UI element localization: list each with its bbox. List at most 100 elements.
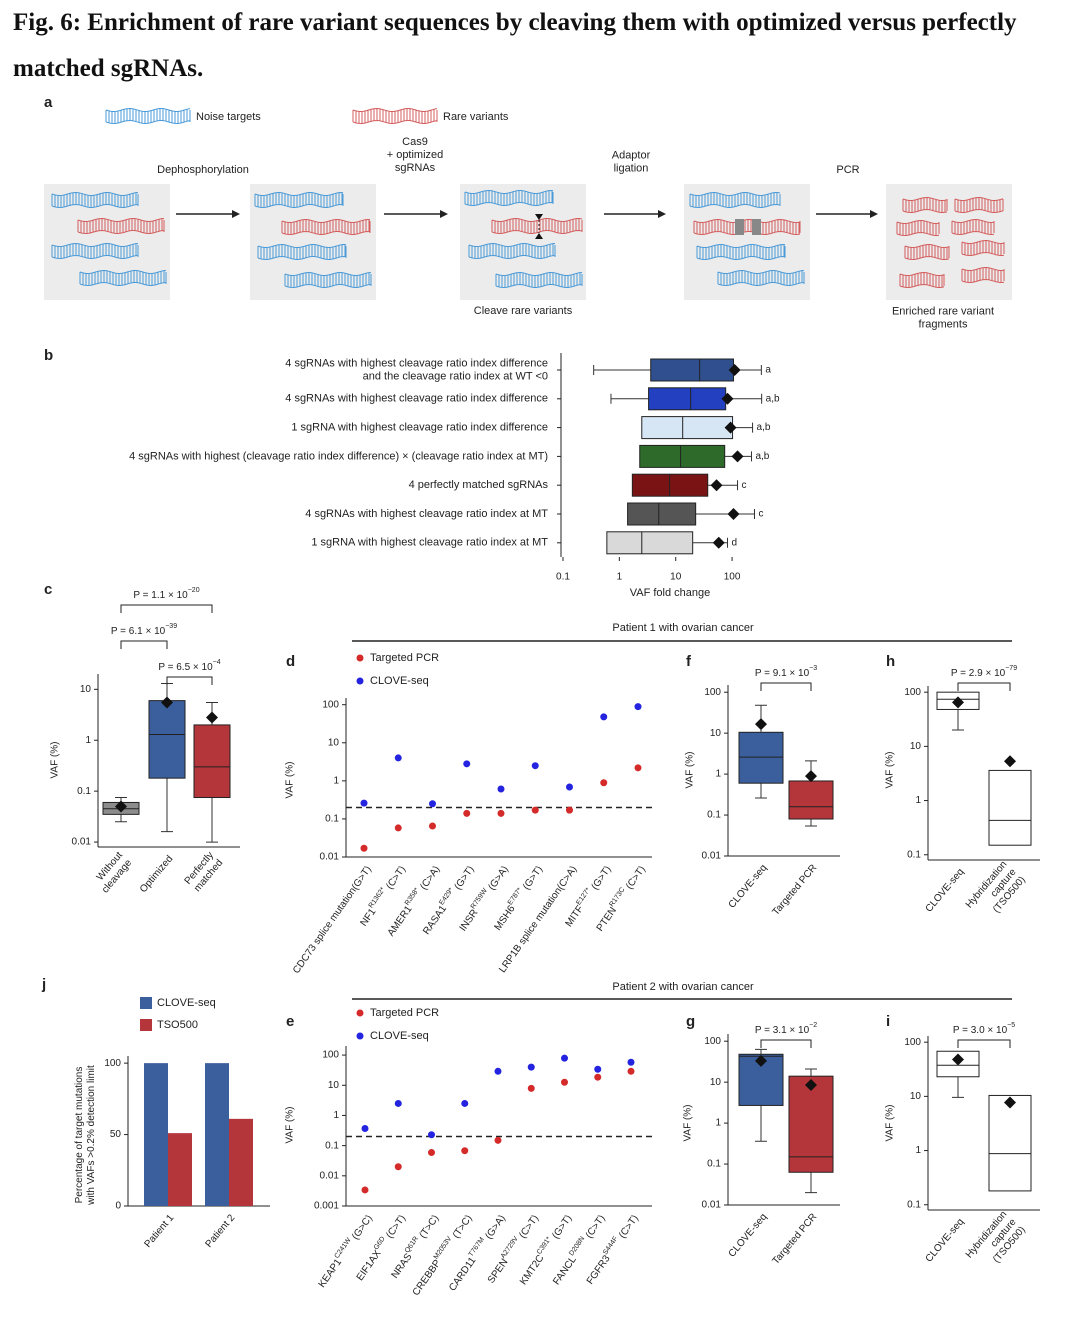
- data-point: [627, 1058, 635, 1066]
- bar: [229, 1118, 253, 1206]
- y-tick-label: 50: [110, 1129, 122, 1140]
- legend-label: CLOVE-seq: [157, 997, 216, 1009]
- significance-letter: a,b: [755, 451, 769, 462]
- dna-strand: [696, 244, 786, 260]
- y-tick-label: 1: [85, 735, 91, 746]
- x-tick-label: Perfectlymatched: [182, 850, 225, 895]
- label-part: MITF: [563, 903, 585, 928]
- y-tick-label: 1: [333, 775, 339, 786]
- label-part: EIF1AX: [354, 1248, 383, 1283]
- significance-letter: a,b: [757, 422, 771, 433]
- significance-letter: c: [742, 480, 747, 491]
- mean-marker: [710, 479, 723, 492]
- mean-marker: [115, 800, 127, 813]
- significance-bracket: [120, 604, 213, 613]
- y-tick-label: 0.1: [77, 786, 91, 797]
- y-tick-label: 100: [322, 1050, 339, 1061]
- y-tick-label: 0.1: [907, 1199, 921, 1210]
- p-value-exponent: −2: [809, 1022, 817, 1029]
- dna-strand: [495, 272, 583, 288]
- data-point: [600, 713, 608, 721]
- mean-marker: [161, 696, 173, 709]
- dna-strand: [961, 267, 1005, 283]
- whisker: [805, 1068, 817, 1077]
- box: [641, 416, 734, 440]
- data-point: [561, 1054, 568, 1062]
- mean-marker: [1004, 1096, 1016, 1109]
- y-tick-label: 0.1: [907, 849, 921, 860]
- category-label: 4 sgRNAs with highest (cleavage ratio in…: [129, 450, 548, 462]
- y-tick-label: 10: [910, 1091, 922, 1102]
- x-tick-label: 1: [617, 572, 623, 583]
- y-tick-label: 1: [715, 769, 721, 780]
- p-value: P = 6.5 × 10−4: [158, 659, 220, 673]
- data-point: [428, 1131, 435, 1139]
- y-tick-label: 1: [333, 1110, 339, 1121]
- whisker: [755, 783, 767, 799]
- data-point: [360, 799, 368, 807]
- panel-letter: j: [41, 976, 46, 993]
- label-part: NRAS: [389, 1251, 414, 1280]
- label-part: RASA1: [421, 903, 449, 937]
- data-point: [361, 1186, 369, 1194]
- whisker: [610, 393, 649, 404]
- label-part: (T>C): [449, 1213, 474, 1243]
- y-tick-label: 0.1: [707, 810, 721, 821]
- text-line: Percentage of target mutations: [74, 1067, 85, 1204]
- x-tick-label: Hybridizationcapture(TSO500): [964, 859, 1028, 926]
- y-tick-label: 0.01: [320, 852, 340, 863]
- legend-marker: [356, 677, 364, 685]
- y-tick-label: 10: [910, 741, 922, 752]
- dna-strand: [689, 192, 781, 208]
- group-header: Patient 2 with ovarian cancer: [612, 981, 754, 993]
- cut-marker: [535, 214, 543, 239]
- data-point: [497, 785, 505, 793]
- panel-letter: f: [686, 653, 692, 670]
- x-tick-label: CARD11T767M (G>A): [445, 1212, 507, 1293]
- data-point: [527, 1084, 535, 1092]
- arrow-head: [440, 210, 448, 218]
- y-tick-label: 0.1: [325, 814, 339, 825]
- x-tick-label: Hybridizationcapture(TSO500): [964, 1209, 1028, 1276]
- y-tick-label: 100: [704, 687, 721, 698]
- y-tick-label: 0.01: [702, 851, 722, 862]
- p-value-text: P = 2.9 × 10: [951, 668, 1006, 679]
- dna-strand: [468, 243, 556, 259]
- data-point: [463, 760, 471, 768]
- x-tick-label: 10: [670, 572, 682, 583]
- y-tick-label: 0.01: [702, 1200, 722, 1211]
- data-point: [600, 779, 608, 787]
- significance-letter: d: [732, 537, 738, 548]
- data-point: [360, 844, 368, 852]
- label-part: FANCL: [551, 1254, 579, 1287]
- x-tick-label: CLOVE-seq: [727, 1212, 770, 1260]
- data-point: [494, 1136, 502, 1144]
- text-line: Enriched rare variant: [892, 305, 994, 317]
- superscript: A2729V: [500, 1235, 520, 1260]
- label-part: FGFR3: [585, 1253, 613, 1287]
- data-point: [566, 783, 573, 791]
- dna-strand: [352, 108, 438, 124]
- data-point: [461, 1099, 469, 1107]
- x-tick-label: Targeted PCR: [771, 1212, 820, 1267]
- y-axis-label: VAF (%): [885, 751, 896, 788]
- box: [650, 358, 734, 382]
- mean-marker: [727, 508, 740, 520]
- legend-swatch: [140, 997, 152, 1009]
- caption: Enriched rare variant fragments: [892, 305, 994, 330]
- p-value-text: P = 3.1 × 10: [755, 1025, 810, 1036]
- label-part: (G>C): [348, 1213, 374, 1244]
- mean-marker: [952, 1053, 964, 1066]
- data-point: [494, 1067, 502, 1075]
- y-axis-label: Percentage of target mutationswith VAFs …: [74, 1065, 97, 1206]
- text-line: sgRNAs: [395, 162, 436, 174]
- p-value-text: P = 9.1 × 10: [755, 668, 810, 679]
- data-point: [429, 800, 436, 808]
- box: [639, 444, 726, 468]
- box: [738, 731, 784, 784]
- box: [193, 724, 231, 799]
- whisker: [695, 509, 755, 519]
- legend-marker: [356, 654, 364, 662]
- y-tick-label: 10: [710, 728, 722, 739]
- text-line: Cas9: [402, 136, 428, 148]
